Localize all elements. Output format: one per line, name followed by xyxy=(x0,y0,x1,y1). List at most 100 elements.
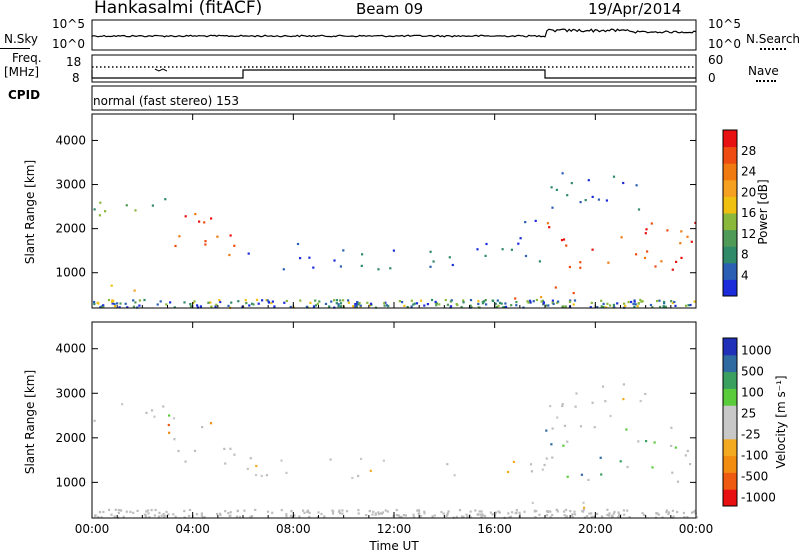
power-ground-cell xyxy=(542,301,545,304)
velocity-cell xyxy=(653,441,656,444)
velocity-ground-cell xyxy=(545,510,549,513)
power-ground-cell xyxy=(385,304,389,307)
velocity-colorbar-segment xyxy=(723,455,737,473)
power-ground-cell xyxy=(305,305,308,308)
velocity-ground-cell xyxy=(136,509,139,512)
power-ground-cell xyxy=(469,304,472,307)
power-ground-cell xyxy=(244,299,247,302)
velocity-ground-cell xyxy=(302,509,305,512)
velocity-ground-cell xyxy=(162,513,165,516)
velocity-ground-cell xyxy=(108,508,111,511)
cpid-program: normal (fast stereo) 153 xyxy=(93,94,240,108)
power-cell xyxy=(579,261,582,264)
power-cell xyxy=(566,194,569,197)
power-ground-cell xyxy=(337,303,340,306)
power-cell xyxy=(99,201,102,204)
velocity-ground-cell xyxy=(114,508,117,511)
velocity-ground-cell xyxy=(596,512,599,515)
velocity-cell xyxy=(223,447,226,450)
power-ytick-label: 2000 xyxy=(55,222,86,236)
velocity-ground-cell xyxy=(160,514,163,517)
velocity-ground-cell xyxy=(665,511,668,514)
power-cell xyxy=(110,284,113,287)
velocity-cell xyxy=(357,474,360,478)
velocity-cell xyxy=(563,424,566,427)
power-colorbar-segment xyxy=(723,246,737,264)
velocity-ground-cell xyxy=(227,512,230,515)
power-ground-cell xyxy=(434,300,437,303)
velocity-cell xyxy=(249,457,252,460)
power-ground-cell xyxy=(347,299,350,302)
power-ground-cell xyxy=(173,306,176,309)
power-ground-cell xyxy=(314,304,317,307)
velocity-cell xyxy=(593,426,596,429)
velocity-ground-cell xyxy=(165,510,168,513)
power-cell xyxy=(679,242,682,245)
power-ground-cell xyxy=(663,300,666,304)
power-ground-cell xyxy=(658,299,661,302)
power-ground-cell xyxy=(312,305,316,308)
power-ground-cell xyxy=(477,302,480,306)
station-title: Hankasalmi (fitACF) xyxy=(94,0,263,18)
velocity-colorbar-tick: 500 xyxy=(741,365,764,379)
power-ground-cell xyxy=(299,299,302,302)
power-ground-cell xyxy=(134,301,137,304)
power-ground-cell xyxy=(335,302,338,305)
power-ground-cell xyxy=(462,301,465,304)
velocity-cell xyxy=(599,456,602,459)
power-ground-cell xyxy=(529,301,532,304)
power-ground-cell xyxy=(335,299,338,302)
power-ground-cell xyxy=(670,300,673,303)
velocity-ground-cell xyxy=(518,511,521,514)
velocity-ground-cell xyxy=(469,510,472,513)
velocity-ground-cell xyxy=(172,513,175,516)
velocity-ground-cell xyxy=(195,513,199,516)
power-cell xyxy=(485,242,488,246)
power-cell xyxy=(339,265,342,268)
velocity-ground-cell xyxy=(132,511,135,514)
date-title: 19/Apr/2014 xyxy=(588,0,682,18)
velocity-cell xyxy=(177,449,180,453)
velocity-cell xyxy=(93,419,96,422)
velocity-ground-cell xyxy=(110,513,113,516)
velocity-ground-cell xyxy=(280,509,283,512)
power-ground-cell xyxy=(687,304,690,307)
velocity-cell xyxy=(622,398,625,401)
power-cell xyxy=(654,265,657,268)
velocity-cell xyxy=(600,473,603,476)
time-xtick-label: 08:00 xyxy=(276,522,311,536)
power-cell xyxy=(551,206,554,209)
power-ground-cell xyxy=(569,299,572,302)
power-ground-cell xyxy=(602,305,605,308)
velocity-cell xyxy=(676,480,680,483)
power-ground-cell xyxy=(358,302,361,305)
power-cell xyxy=(554,286,557,289)
velocity-ground-cell xyxy=(676,510,679,514)
power-ground-cell xyxy=(165,303,168,306)
power-ground-cell xyxy=(634,303,637,306)
velocity-ground-cell xyxy=(374,512,377,515)
power-ground-cell xyxy=(435,304,438,307)
velocity-ground-cell xyxy=(308,515,311,518)
power-ground-cell xyxy=(209,301,212,304)
power-ground-cell xyxy=(314,299,317,302)
power-ground-cell xyxy=(271,300,274,303)
power-cell xyxy=(587,179,590,182)
velocity-cell xyxy=(645,440,648,443)
power-ytick-label: 4000 xyxy=(55,133,86,147)
power-ground-cell xyxy=(462,299,465,302)
velocity-cell xyxy=(254,474,258,477)
power-ground-cell xyxy=(189,303,192,306)
velocity-cell xyxy=(604,400,607,403)
power-ground-cell xyxy=(532,300,535,303)
power-ground-cell xyxy=(469,299,473,302)
power-ground-cell xyxy=(410,299,413,302)
power-ground-cell xyxy=(616,302,619,305)
power-scatter xyxy=(93,172,697,309)
velocity-ground-cell xyxy=(113,515,116,518)
power-cell xyxy=(233,244,236,247)
power-ground-cell xyxy=(189,305,193,308)
frequency-line xyxy=(91,69,696,79)
power-cell xyxy=(361,253,364,256)
velocity-ground-cell xyxy=(289,514,292,517)
